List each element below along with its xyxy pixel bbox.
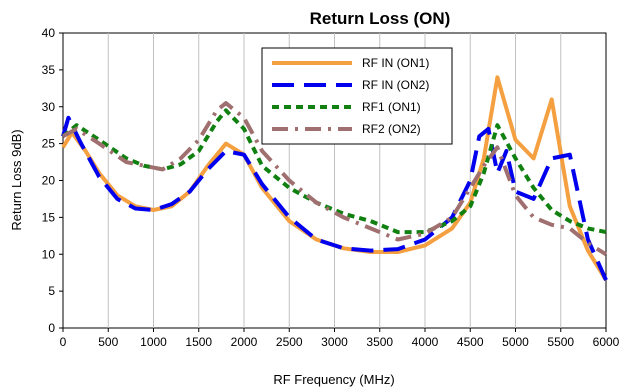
x-tick-label: 3000 bbox=[321, 335, 348, 349]
y-tick-label: 15 bbox=[42, 210, 56, 224]
legend-label-1: RF IN (ON1) bbox=[362, 56, 429, 70]
x-axis-label: RF Frequency (MHz) bbox=[273, 372, 394, 387]
series-layer bbox=[61, 75, 608, 282]
series-1-line bbox=[61, 75, 608, 282]
x-tick-label: 3500 bbox=[366, 335, 393, 349]
x-tick-label: 5500 bbox=[547, 335, 574, 349]
x-tick-label: 2000 bbox=[231, 335, 258, 349]
series-4-line bbox=[62, 101, 608, 257]
x-tick-label: 4000 bbox=[412, 335, 439, 349]
x-tick-label: 500 bbox=[98, 335, 118, 349]
gridlines bbox=[107, 33, 562, 328]
y-axis-ticks: 0 5 10 15 20 25 30 35 40 bbox=[42, 26, 63, 335]
x-tick-label: 4500 bbox=[457, 335, 484, 349]
y-tick-label: 25 bbox=[42, 137, 56, 151]
y-tick-label: 10 bbox=[42, 247, 56, 261]
y-tick-label: 20 bbox=[42, 174, 56, 188]
y-tick-label: 30 bbox=[42, 100, 56, 114]
y-axis-label: Return Loss 9dB) bbox=[9, 129, 24, 230]
x-tick-label: 6000 bbox=[593, 335, 620, 349]
x-tick-label: 2500 bbox=[276, 335, 303, 349]
series-3-line bbox=[61, 108, 607, 235]
x-tick-label: 0 bbox=[60, 335, 67, 349]
legend-label-2: RF IN (ON2) bbox=[362, 78, 429, 92]
y-tick-label: 40 bbox=[42, 26, 56, 40]
chart-title: Return Loss (ON) bbox=[310, 9, 451, 28]
y-tick-label: 0 bbox=[48, 321, 55, 335]
x-axis-ticks: 0 500 1000 1500 2000 2500 3000 3500 4000 4500 5000… bbox=[60, 328, 620, 349]
y-tick-label: 5 bbox=[48, 284, 55, 298]
series-2-line bbox=[61, 115, 608, 281]
y-tick-label: 35 bbox=[42, 63, 56, 77]
legend-label-3: RF1 (ON1) bbox=[362, 100, 421, 114]
x-tick-label: 1000 bbox=[140, 335, 167, 349]
x-tick-label: 5000 bbox=[502, 335, 529, 349]
x-tick-label: 1500 bbox=[185, 335, 212, 349]
legend: RF IN (ON1) RF IN (ON2) RF1 (ON1) RF2 (ON2) bbox=[261, 47, 453, 145]
legend-label-4: RF2 (ON2) bbox=[362, 122, 421, 136]
